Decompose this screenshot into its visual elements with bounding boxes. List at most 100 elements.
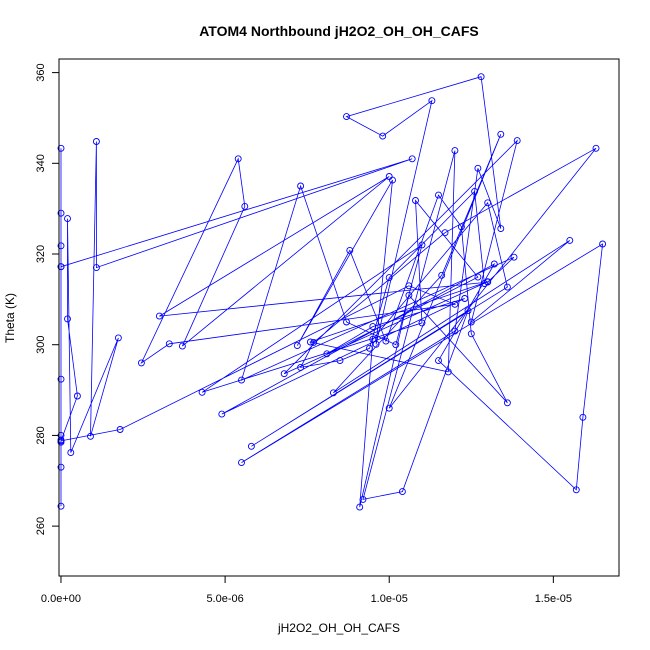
data-point <box>57 437 65 445</box>
data-point <box>428 97 436 105</box>
data-point <box>405 282 413 290</box>
data-point <box>385 404 393 412</box>
y-tick-label: 280 <box>35 426 47 444</box>
data-point <box>497 225 505 233</box>
x-axis-label: jH2O2_OH_OH_CAFS <box>277 621 400 635</box>
data-point <box>178 342 186 350</box>
data-point <box>441 229 449 237</box>
data-point <box>64 215 71 223</box>
series-line <box>60 76 604 508</box>
data-point <box>218 410 226 418</box>
data-point <box>435 191 442 199</box>
data-point <box>398 488 406 496</box>
chart-title: ATOM4 Northbound jH2O2_OH_OH_CAFS <box>199 23 479 39</box>
data-point <box>343 318 350 326</box>
y-tick-label: 360 <box>35 63 47 81</box>
data-point <box>382 337 390 345</box>
data-point <box>477 73 485 81</box>
data-point <box>467 318 475 326</box>
data-point <box>92 264 100 272</box>
data-point <box>510 253 518 261</box>
data-point <box>57 263 65 271</box>
data-point <box>329 389 337 397</box>
y-tick-label: 260 <box>35 517 47 535</box>
data-point <box>467 330 475 338</box>
data-point <box>241 202 249 210</box>
data-point <box>366 344 373 352</box>
data-point <box>369 323 377 331</box>
data-point <box>57 463 65 471</box>
y-axis: 260 280 300 320 340 360 <box>35 63 60 535</box>
data-point <box>484 278 492 286</box>
data-point <box>513 137 521 145</box>
data-point <box>418 319 426 327</box>
data-point <box>490 260 498 268</box>
data-point <box>503 283 511 291</box>
data-point <box>137 359 145 367</box>
series-layer <box>57 73 607 511</box>
data-point <box>408 155 416 163</box>
data-point <box>238 376 245 384</box>
data-point <box>57 375 65 383</box>
data-point <box>114 334 122 342</box>
data-point <box>336 357 344 365</box>
data-point <box>57 502 65 510</box>
data-point <box>385 274 393 282</box>
data-point <box>497 130 505 138</box>
data-point <box>87 432 94 440</box>
data-point <box>310 338 318 346</box>
data-point <box>92 138 100 145</box>
y-tick-label: 340 <box>35 154 47 172</box>
y-tick-label: 300 <box>35 336 47 354</box>
data-point <box>293 342 301 350</box>
data-point <box>238 459 245 467</box>
data-point <box>323 350 331 358</box>
data-point <box>503 399 511 407</box>
x-tick-label: 1.5e-05 <box>535 593 572 605</box>
data-point <box>392 341 400 349</box>
x-tick-label: 0.0e+00 <box>41 593 81 605</box>
data-point <box>474 164 482 172</box>
data-point <box>474 273 482 281</box>
data-point <box>247 442 255 450</box>
data-point <box>457 223 465 231</box>
data-point <box>372 340 380 348</box>
data-point <box>484 199 492 207</box>
data-point <box>451 300 459 308</box>
data-point <box>297 363 305 371</box>
data-point <box>444 368 452 376</box>
data-point <box>64 315 71 323</box>
data-point <box>165 340 173 348</box>
data-point <box>297 182 305 190</box>
data-point <box>412 197 419 204</box>
data-point <box>389 176 396 184</box>
data-point <box>592 144 600 152</box>
data-point <box>599 240 607 248</box>
x-tick-label: 1.0e-05 <box>371 593 408 605</box>
data-point <box>405 291 413 299</box>
y-tick-label: 320 <box>35 245 47 263</box>
data-point <box>359 495 367 503</box>
data-point <box>306 338 314 346</box>
data-point <box>379 132 387 140</box>
data-point <box>438 271 446 279</box>
data-point <box>471 187 479 195</box>
data-point <box>343 113 350 121</box>
data-point <box>451 147 459 155</box>
data-point <box>73 392 81 400</box>
data-point <box>451 327 459 335</box>
x-tick-label: 5.0e-06 <box>206 593 243 605</box>
data-point <box>435 357 442 365</box>
data-point <box>116 426 124 433</box>
data-point <box>480 280 488 287</box>
data-point <box>566 236 574 244</box>
data-point <box>280 370 288 378</box>
data-point <box>356 503 364 511</box>
data-point <box>572 486 580 494</box>
data-point <box>369 335 377 343</box>
data-point <box>579 413 587 421</box>
data-point <box>461 295 469 302</box>
data-point <box>57 209 65 217</box>
y-axis-label: Theta (K) <box>3 293 17 343</box>
